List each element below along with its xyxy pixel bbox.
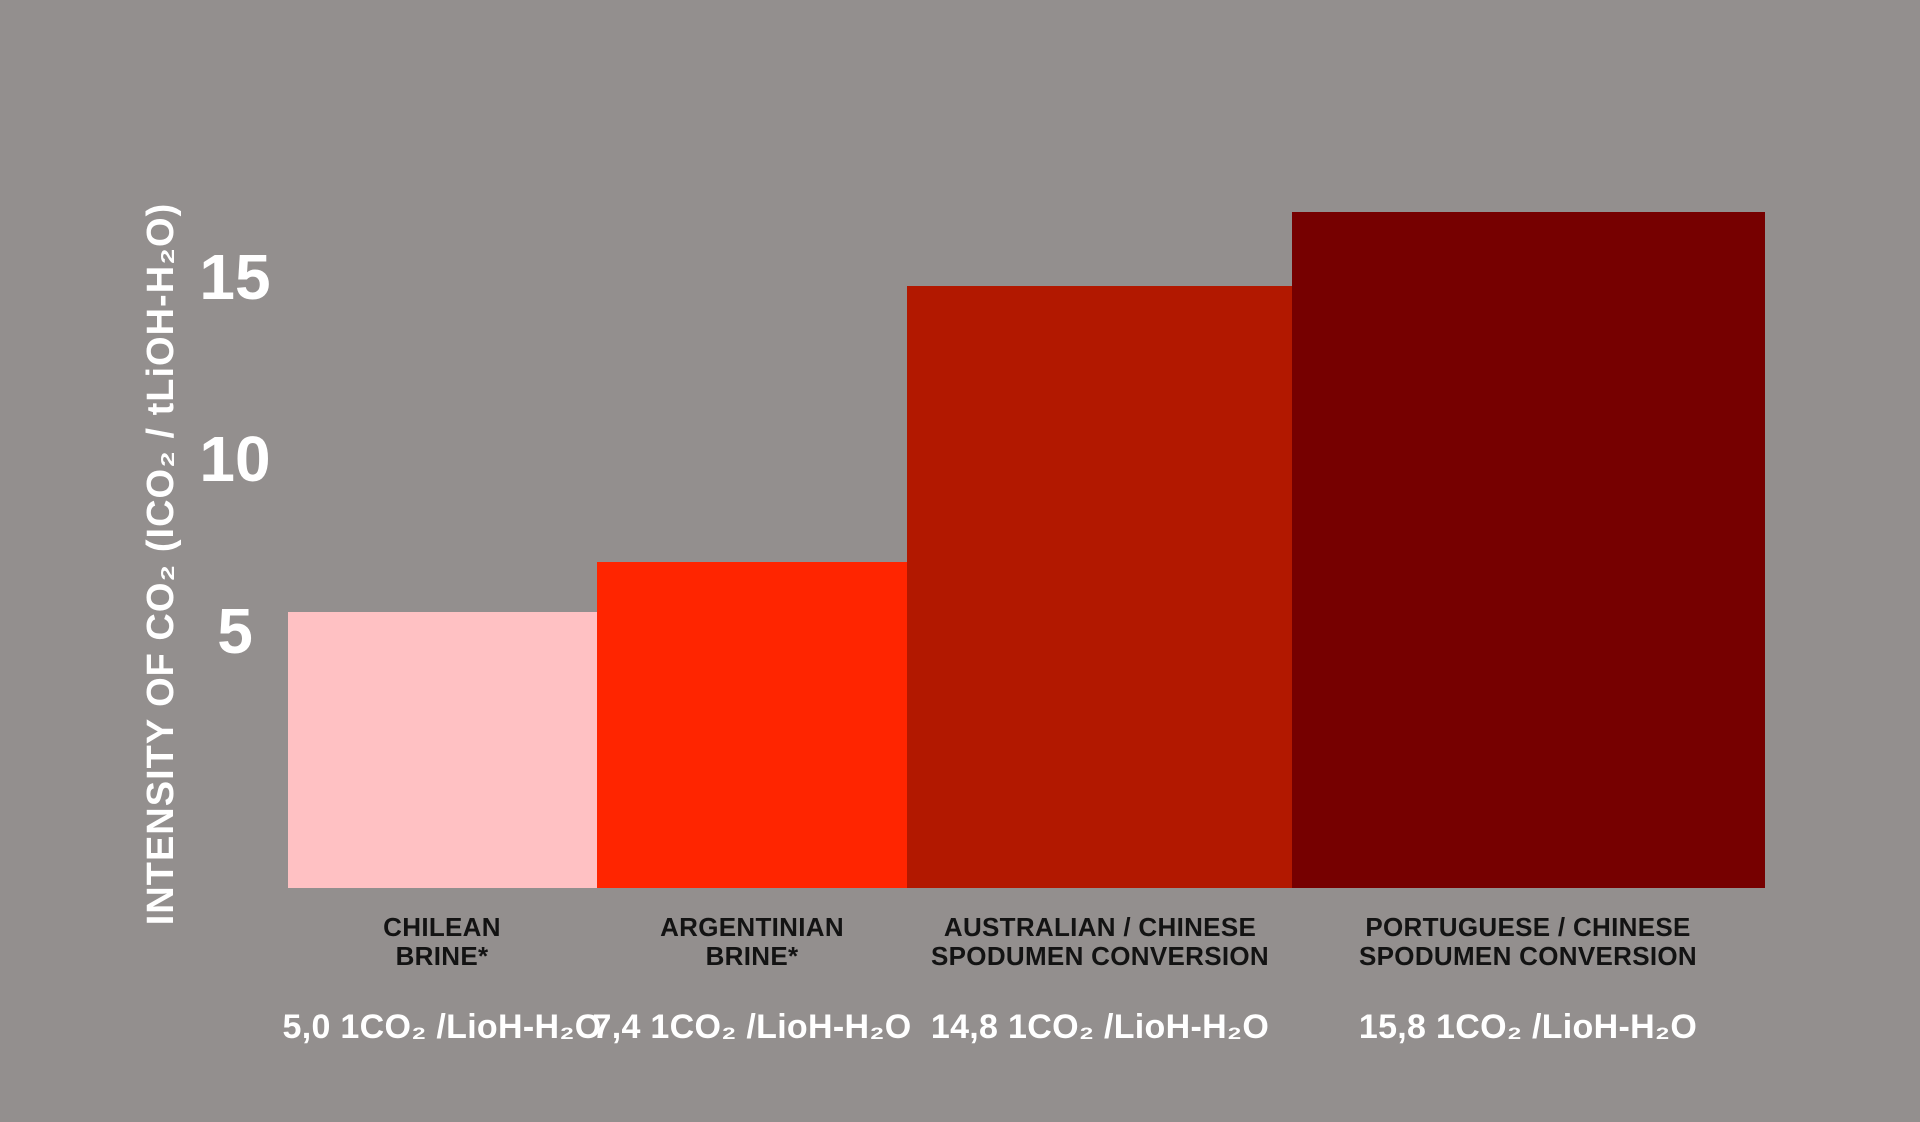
y-tick-label-15: 15 [199, 241, 271, 313]
bar-australian-chinese-spodumen [907, 286, 1292, 888]
category-label-line2: BRINE* [395, 941, 489, 971]
category-label-portuguese-chinese-spodumen: PORTUGUESE / CHINESE SPODUMEN CONVERSION [1248, 913, 1808, 971]
value-label-chilean-brine: 5,0 1CO₂ /LioH-H₂O [282, 1008, 602, 1046]
category-label-australian-chinese-spodumen: AUSTRALIAN / CHINESE SPODUMEN CONVERSION [820, 913, 1380, 971]
category-label-chilean-brine: CHILEAN BRINE* [162, 913, 722, 971]
category-label-line1: CHILEAN [383, 912, 501, 942]
bar-chilean-brine [288, 612, 597, 888]
category-label-line2: SPODUMEN CONVERSION [931, 941, 1269, 971]
bar-portuguese-chinese-spodumen [1292, 212, 1765, 888]
category-label-line1: AUSTRALIAN / CHINESE [943, 912, 1257, 942]
category-label-line1: ARGENTINIAN [660, 912, 844, 942]
category-label-argentinian-brine: ARGENTINIAN BRINE* [472, 913, 1032, 971]
value-label-argentinian-brine: 7,4 1CO₂ /LioH-H₂O [592, 1008, 912, 1046]
category-label-line1: PORTUGUESE / CHINESE [1365, 912, 1691, 942]
category-label-line2: SPODUMEN CONVERSION [1359, 941, 1697, 971]
value-label-australian-chinese-spodumen: 14,8 1CO₂ /LioH-H₂O [930, 1008, 1270, 1046]
bar-argentinian-brine [597, 562, 907, 888]
y-tick-label-5: 5 [217, 595, 253, 667]
category-label-line2: BRINE* [705, 941, 799, 971]
value-label-portuguese-chinese-spodumen: 15,8 1CO₂ /LioH-H₂O [1358, 1008, 1698, 1046]
y-tick-label-10: 10 [199, 423, 271, 495]
